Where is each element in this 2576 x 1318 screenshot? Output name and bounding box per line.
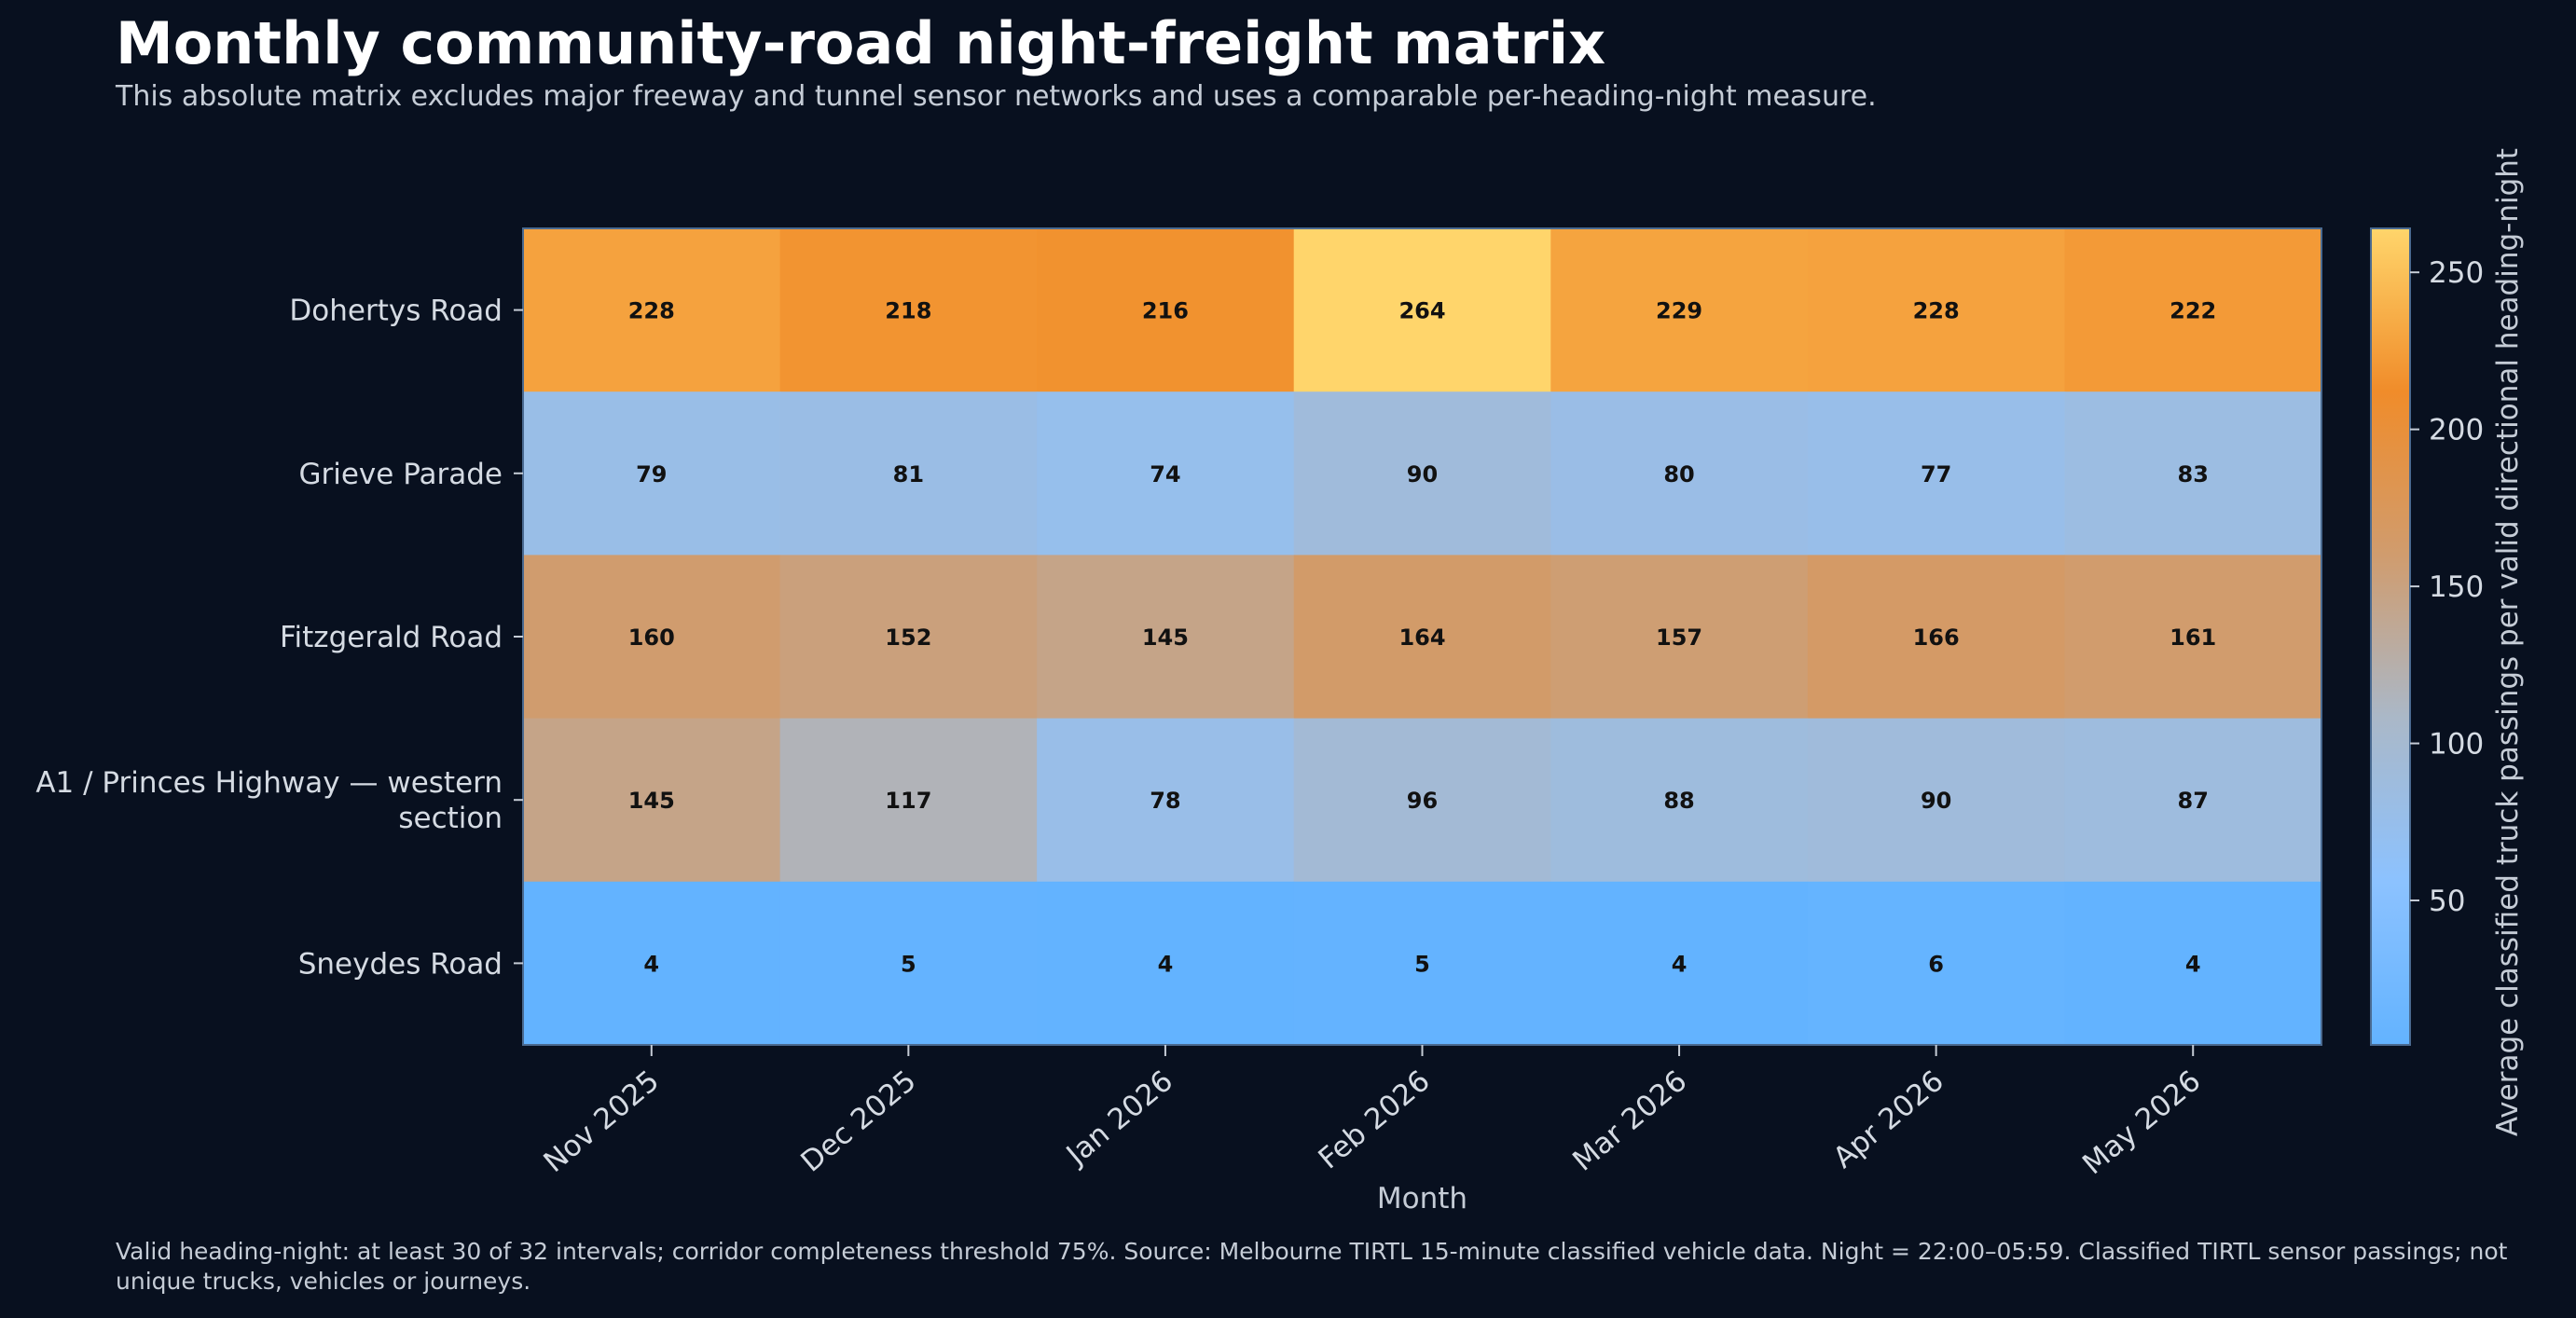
cell-value-label: 90 bbox=[1921, 788, 1951, 814]
heatmap-cell bbox=[779, 718, 1038, 883]
colorbar-tick-label: 50 bbox=[2429, 885, 2465, 918]
x-tick-label: Jan 2026 bbox=[1059, 1064, 1179, 1174]
heatmap-cell bbox=[1550, 718, 1809, 883]
x-tick-label: Nov 2025 bbox=[537, 1064, 665, 1180]
y-tick-label: Sneydes Road bbox=[298, 947, 503, 981]
cell-value-label: 164 bbox=[1398, 625, 1445, 651]
heatmap-cell bbox=[2064, 391, 2322, 556]
x-tick-label: Mar 2026 bbox=[1566, 1064, 1693, 1178]
heatmap-cell bbox=[1293, 718, 1551, 883]
x-tick-label: May 2026 bbox=[2076, 1064, 2207, 1182]
heatmap-cell bbox=[1293, 555, 1551, 720]
heatmap-cell bbox=[1037, 718, 1295, 883]
cell-value-label: 79 bbox=[636, 461, 667, 487]
cell-value-label: 78 bbox=[1150, 788, 1180, 814]
cell-value-label: 88 bbox=[1663, 788, 1694, 814]
heatmap-cell bbox=[523, 718, 781, 883]
heatmap-cell bbox=[1807, 881, 2065, 1046]
cell-value-label: 228 bbox=[628, 298, 675, 324]
heatmap-cell bbox=[1293, 228, 1551, 392]
cell-value-label: 4 bbox=[2185, 951, 2201, 977]
heatmap-cell bbox=[1550, 228, 1809, 392]
y-tick-label: Grieve Parade bbox=[298, 458, 503, 491]
colorbar bbox=[2370, 227, 2411, 1046]
heatmap-cell bbox=[1037, 228, 1295, 392]
cell-value-label: 228 bbox=[1913, 298, 1960, 324]
cell-value-label: 161 bbox=[2170, 625, 2216, 651]
heatmap-cell bbox=[1807, 391, 2065, 556]
heatmap-cell bbox=[1293, 391, 1551, 556]
chart-subtitle: This absolute matrix excludes major free… bbox=[116, 80, 1877, 113]
cell-value-label: 222 bbox=[2170, 298, 2216, 324]
x-axis-label: Month bbox=[1377, 1182, 1467, 1215]
heatmap-cell bbox=[523, 228, 781, 392]
cell-value-label: 87 bbox=[2178, 788, 2209, 814]
cell-value-label: 4 bbox=[1158, 951, 1174, 977]
x-tick-label: Dec 2025 bbox=[794, 1064, 922, 1179]
heatmap-cell bbox=[1807, 228, 2065, 392]
cell-value-label: 117 bbox=[885, 788, 931, 814]
colorbar-tick-label: 250 bbox=[2429, 256, 2484, 290]
y-tick-label: A1 / Princes Highway — western section bbox=[35, 766, 503, 835]
y-tick-label: Dohertys Road bbox=[289, 295, 503, 328]
cell-value-label: 74 bbox=[1150, 461, 1180, 487]
cell-value-label: 5 bbox=[1414, 951, 1430, 977]
cell-value-label: 5 bbox=[901, 951, 916, 977]
colorbar-tick-label: 100 bbox=[2429, 728, 2484, 762]
cell-value-label: 145 bbox=[1142, 625, 1189, 651]
cell-value-label: 145 bbox=[628, 788, 675, 814]
heatmap-cell bbox=[2064, 228, 2322, 392]
heatmap-cell bbox=[1550, 881, 1809, 1046]
cell-value-label: 218 bbox=[885, 298, 931, 324]
heatmap-cell bbox=[779, 228, 1038, 392]
colorbar-tick-label: 200 bbox=[2429, 414, 2484, 447]
cell-value-label: 83 bbox=[2178, 461, 2209, 487]
cell-value-label: 4 bbox=[643, 951, 659, 977]
cell-value-label: 81 bbox=[893, 461, 924, 487]
cell-value-label: 216 bbox=[1142, 298, 1189, 324]
cell-value-label: 90 bbox=[1407, 461, 1438, 487]
heatmap-cell bbox=[1037, 881, 1295, 1046]
cell-value-label: 157 bbox=[1656, 625, 1702, 651]
heatmap-cell bbox=[523, 881, 781, 1046]
heatmap-cell bbox=[1807, 718, 2065, 883]
colorbar-label: Average classified truck passings per va… bbox=[2491, 148, 2525, 1136]
cell-value-label: 6 bbox=[1928, 951, 1944, 977]
footnote: Valid heading-night: at least 30 of 32 i… bbox=[116, 1238, 2508, 1295]
cell-value-label: 264 bbox=[1398, 298, 1445, 324]
heatmap-cell bbox=[779, 391, 1038, 556]
heatmap-cell bbox=[2064, 555, 2322, 720]
cell-value-label: 229 bbox=[1656, 298, 1702, 324]
chart-title: Monthly community-road night-freight mat… bbox=[116, 9, 1606, 77]
cell-value-label: 160 bbox=[628, 625, 675, 651]
cell-value-label: 80 bbox=[1663, 461, 1694, 487]
cell-value-label: 152 bbox=[885, 625, 931, 651]
heatmap-cell bbox=[1037, 391, 1295, 556]
heatmap-cell bbox=[523, 391, 781, 556]
heatmap-cell bbox=[523, 555, 781, 720]
cell-value-label: 166 bbox=[1913, 625, 1960, 651]
heatmap-cell bbox=[1293, 881, 1551, 1046]
x-tick-label: Feb 2026 bbox=[1312, 1064, 1436, 1176]
heatmap-cell bbox=[1550, 391, 1809, 556]
heatmap-cell bbox=[1037, 555, 1295, 720]
colorbar-tick-label: 150 bbox=[2429, 570, 2484, 604]
heatmap-cell bbox=[2064, 881, 2322, 1046]
heatmap-cell bbox=[2064, 718, 2322, 883]
heatmap-cell bbox=[779, 555, 1038, 720]
cell-value-label: 96 bbox=[1407, 788, 1438, 814]
heatmap-cell bbox=[1550, 555, 1809, 720]
y-tick-label: Fitzgerald Road bbox=[280, 621, 503, 654]
heatmap-cell bbox=[779, 881, 1038, 1046]
cell-value-label: 4 bbox=[1672, 951, 1687, 977]
cell-value-label: 77 bbox=[1921, 461, 1951, 487]
x-tick-label: Apr 2026 bbox=[1827, 1064, 1950, 1175]
heatmap-cell bbox=[1807, 555, 2065, 720]
